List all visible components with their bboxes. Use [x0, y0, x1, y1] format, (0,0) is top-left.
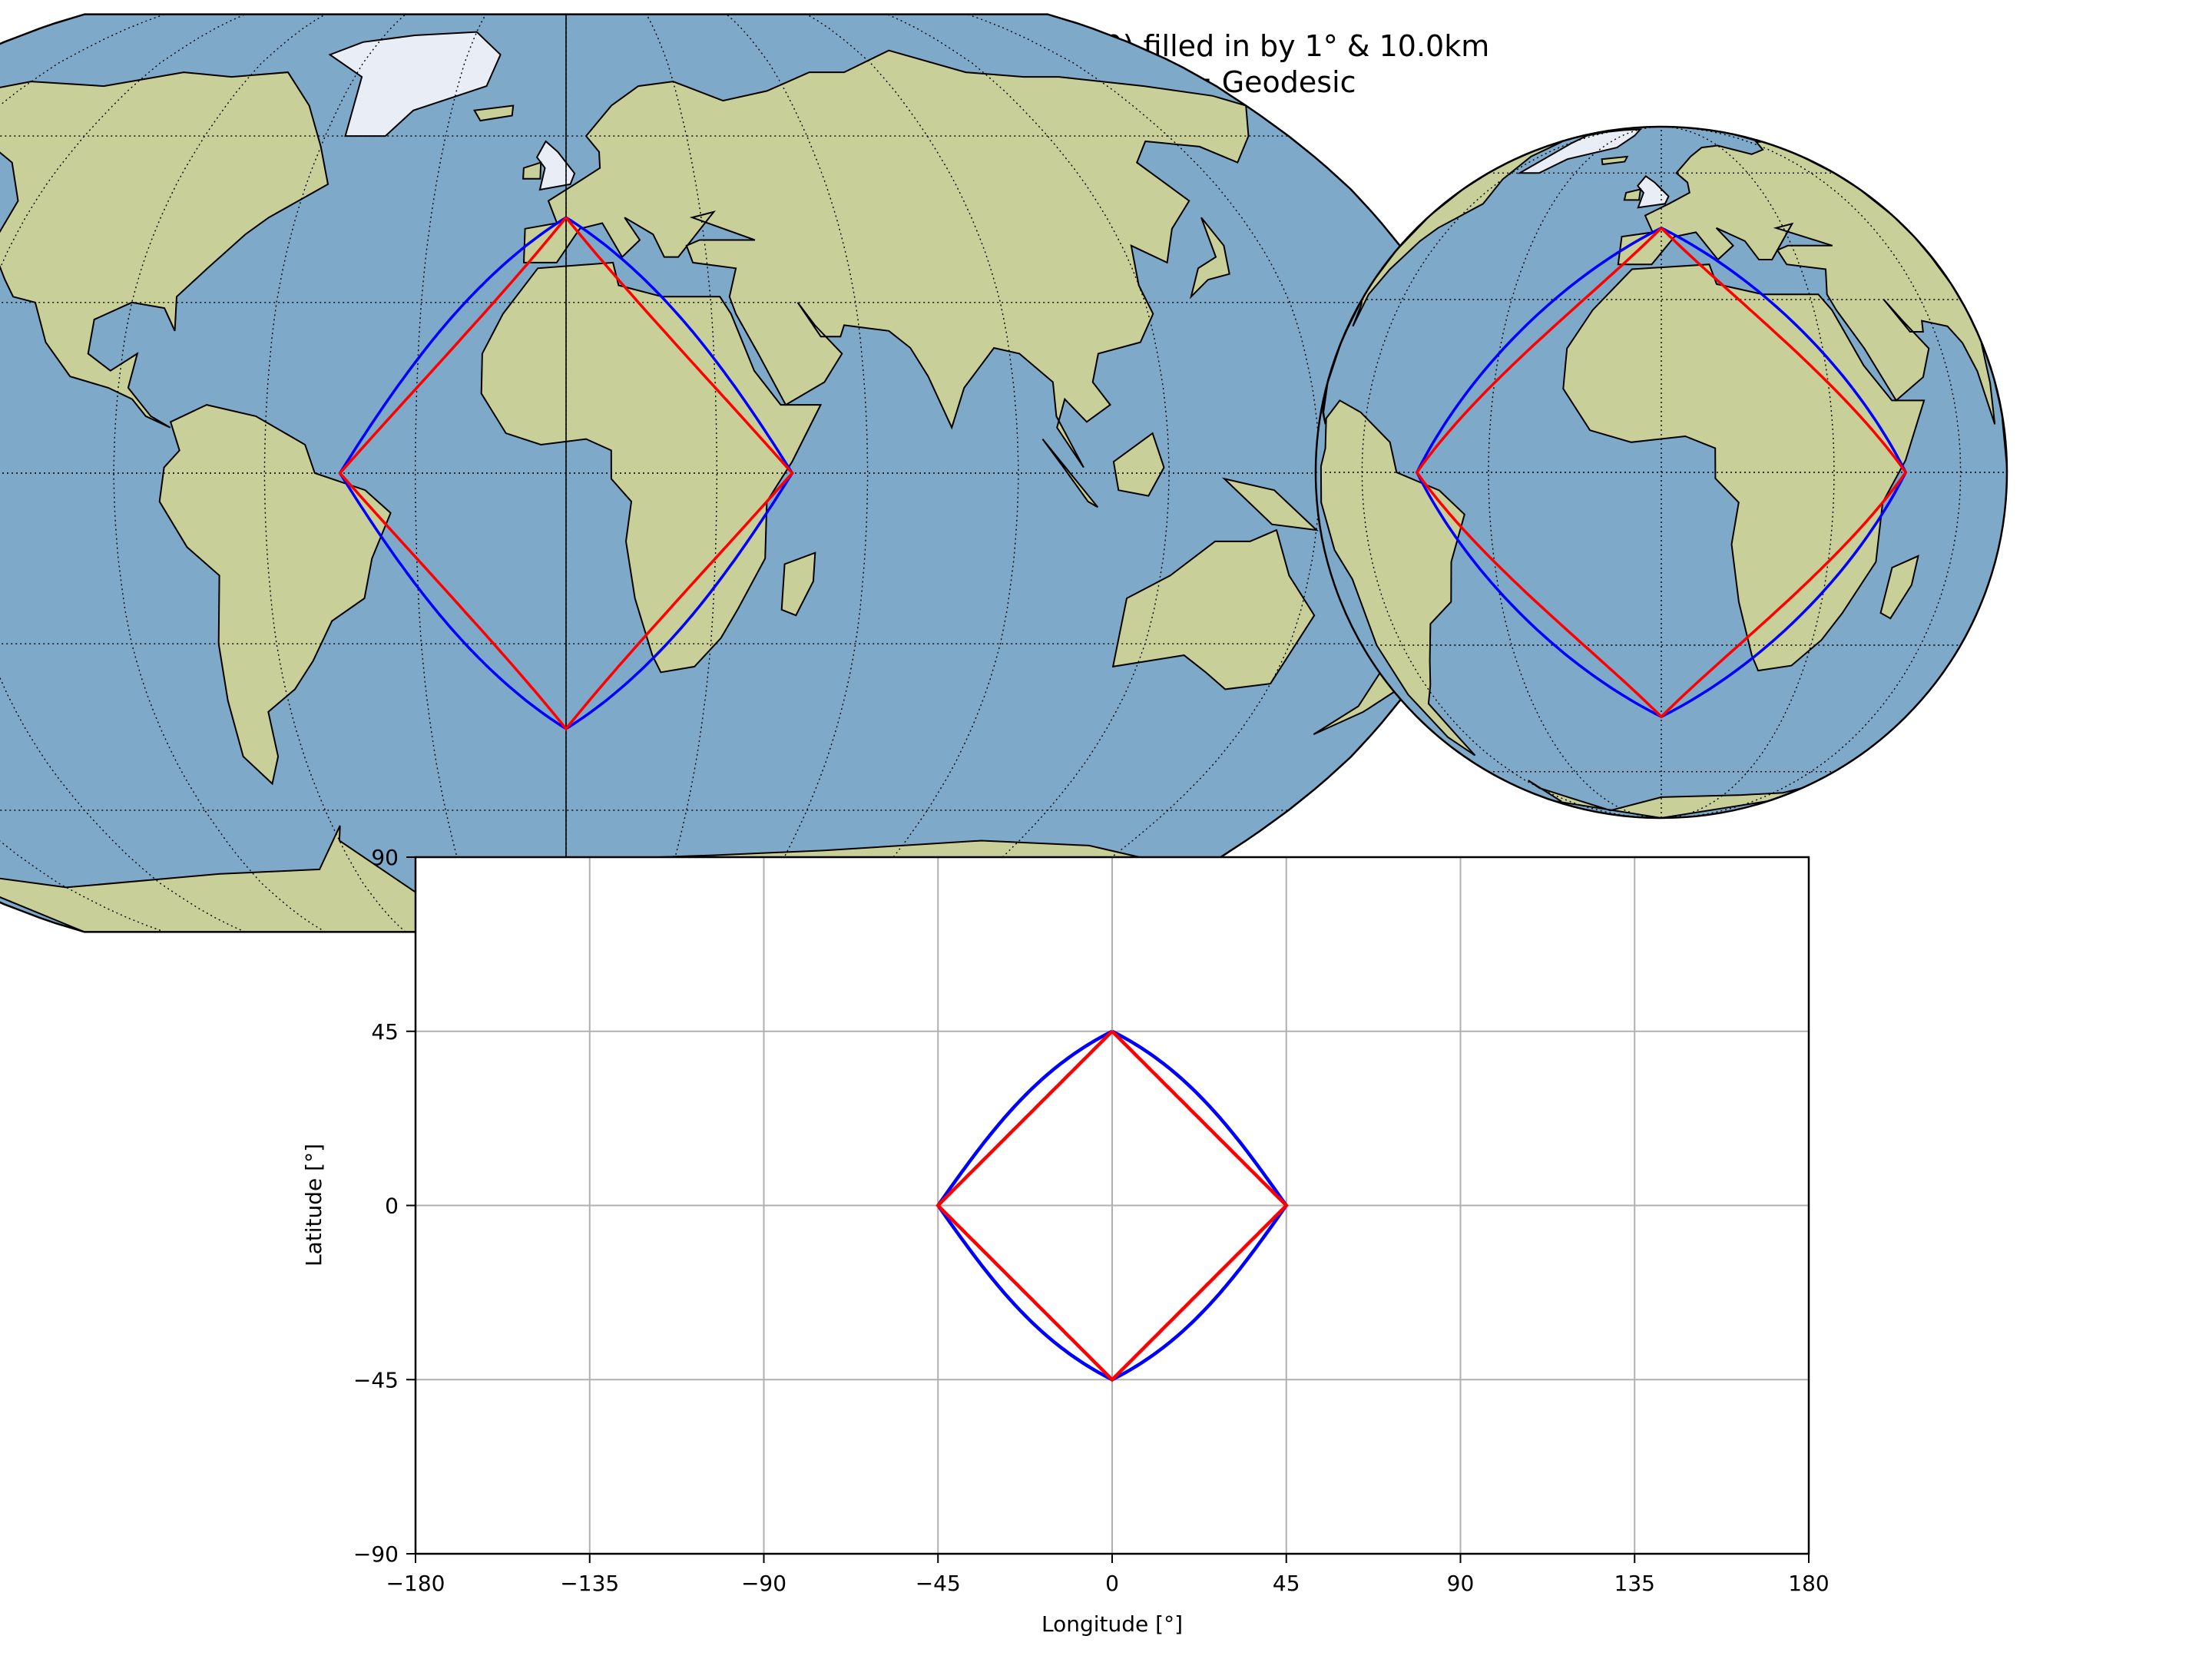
y-axis-label: Latitude [°]	[301, 1144, 326, 1267]
robinson-landmass	[1041, 438, 1099, 508]
robinson-landmass	[780, 551, 816, 617]
y-tick-label: 0	[385, 1194, 399, 1219]
robinson-landmass	[0, 71, 329, 429]
robinson-landmass	[1189, 217, 1230, 300]
orthographic-outline	[1314, 125, 2008, 820]
robinson-euclidean-line	[338, 217, 794, 731]
y-tick-label: 90	[371, 845, 399, 870]
robinson-map	[0, 13, 1472, 933]
x-axis-label: Longitude [°]	[1041, 1611, 1183, 1637]
orthographic-landmass	[1320, 399, 1476, 757]
orthographic-landmass	[1879, 555, 1919, 620]
y-tick-label: −45	[353, 1367, 399, 1392]
orthographic-landmass	[1623, 188, 1642, 201]
x-tick-label: 90	[1447, 1571, 1475, 1596]
orthographic-map	[1314, 125, 2008, 820]
x-axis-ticks: −180 −135 −90 −45 0 45 90 135 180	[386, 1554, 1830, 1596]
robinson-landmass	[522, 161, 542, 180]
orthographic-euclidean-line	[1415, 227, 1908, 719]
x-tick-label: 45	[1273, 1571, 1300, 1596]
x-tick-label: −45	[916, 1571, 961, 1596]
y-axis-ticks: −90 −45 0 45 90	[353, 845, 416, 1567]
robinson-landmass	[535, 140, 576, 191]
robinson-meridian	[414, 14, 487, 932]
robinson-landmass	[158, 404, 392, 786]
y-tick-label: 45	[371, 1019, 399, 1045]
orthographic-landmass	[1601, 155, 1629, 166]
orthographic-meridian	[1661, 127, 1962, 818]
lonlat-plot: −180 −135 −90 −45 0 45 90 135 180 −90 −45 0 45 90 Lo…	[301, 845, 1830, 1637]
x-tick-label: −180	[386, 1571, 445, 1596]
robinson-landmass	[1112, 432, 1165, 497]
robinson-landmass	[328, 31, 502, 137]
plot-euclidean-line	[935, 1030, 1289, 1382]
robinson-landmass	[1111, 528, 1316, 690]
x-tick-label: −135	[560, 1571, 619, 1596]
robinson-graticule	[0, 14, 1471, 932]
robinson-landmass	[473, 104, 515, 122]
y-tick-label: −90	[353, 1541, 399, 1567]
x-tick-label: 180	[1788, 1571, 1829, 1596]
x-tick-label: 135	[1614, 1571, 1655, 1596]
robinson-landmass	[522, 49, 1250, 469]
robinson-meridian	[645, 14, 718, 932]
x-tick-label: −90	[741, 1571, 786, 1596]
robinson-landmass	[1221, 477, 1320, 531]
x-tick-label: 0	[1105, 1571, 1119, 1596]
